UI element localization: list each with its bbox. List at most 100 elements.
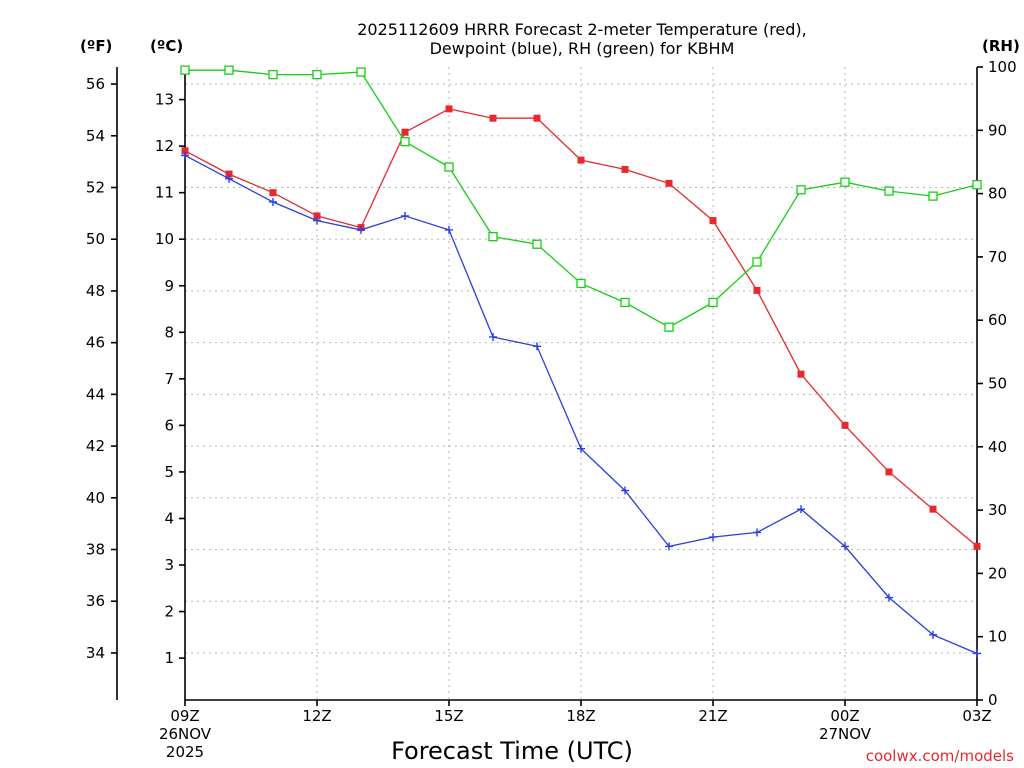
2-meter-temperature-point: [709, 217, 717, 225]
rh-tick-label: 20: [988, 564, 1007, 582]
celsius-tick-label: 4: [164, 509, 174, 527]
relative-humidity-point: [312, 69, 322, 80]
2-meter-temperature-point: [929, 505, 937, 513]
rh-tick-label: 100: [988, 58, 1017, 76]
2-meter-temperature-point: [665, 179, 673, 187]
tick-labels: 3436384042444648505254561234567891011121…: [86, 58, 1017, 761]
relative-humidity-point: [884, 186, 894, 196]
rh-axis-header: (RH): [982, 37, 1020, 55]
rh-tick-label: 30: [988, 501, 1007, 519]
rh-tick-label: 0: [988, 691, 998, 709]
dewpoint-point: [929, 630, 937, 639]
time-year-label: 2025: [166, 743, 204, 761]
fahrenheit-tick-label: 50: [86, 230, 105, 248]
2-meter-temperature-point: [797, 370, 805, 378]
rh-tick-label: 10: [988, 628, 1007, 646]
2-meter-temperature-line: [184, 108, 978, 547]
relative-humidity-point: [664, 322, 674, 332]
relative-humidity-point: [224, 65, 234, 75]
celsius-tick-label: 2: [164, 603, 174, 621]
celsius-tick-label: 8: [164, 323, 174, 341]
celsius-tick-label: 5: [164, 463, 174, 481]
dewpoint-point: [621, 486, 629, 495]
2-meter-temperature-point: [445, 105, 453, 113]
2-meter-temperature-point: [577, 156, 585, 164]
celsius-tick-label: 12: [155, 137, 174, 155]
time-date-label: 27NOV: [819, 725, 872, 743]
fahrenheit-axis-header: (ºF): [80, 37, 112, 55]
dewpoint-point: [181, 151, 189, 160]
dewpoint-point: [533, 342, 541, 351]
celsius-tick-label: 9: [164, 277, 174, 295]
credit-label: coolwx.com/models: [866, 747, 1014, 765]
rh-tick-label: 60: [988, 311, 1007, 329]
relative-humidity-point: [752, 257, 762, 267]
dewpoint-point: [225, 174, 233, 183]
relative-humidity-point: [840, 177, 850, 187]
fahrenheit-tick-label: 56: [86, 75, 105, 93]
celsius-axis-header: (ºC): [150, 37, 183, 55]
2-meter-temperature-point: [621, 165, 629, 173]
relative-humidity-point: [532, 239, 542, 249]
time-tick-label: 00Z: [830, 707, 859, 725]
chart-title-line-2: Dewpoint (blue), RH (green) for KBHM: [430, 39, 735, 58]
2-meter-temperature-point: [841, 421, 849, 429]
2-meter-temperature-point: [225, 170, 233, 178]
2-meter-temperature-point: [885, 468, 893, 476]
dewpoint-point: [313, 216, 321, 225]
dewpoint-point: [665, 542, 673, 551]
rh-tick-label: 70: [988, 248, 1007, 266]
celsius-tick-label: 6: [164, 416, 174, 434]
fahrenheit-tick-label: 52: [86, 178, 105, 196]
relative-humidity-line: [185, 69, 978, 328]
time-tick-label: 15Z: [434, 707, 463, 725]
fahrenheit-tick-label: 44: [86, 385, 105, 403]
relative-humidity-point: [796, 185, 806, 195]
relative-humidity-point: [400, 137, 410, 147]
dewpoint-point: [357, 225, 365, 234]
dewpoint-point: [401, 211, 409, 220]
relative-humidity-point: [620, 297, 630, 308]
time-tick-label: 18Z: [566, 707, 595, 725]
relative-humidity-point: [972, 180, 982, 190]
dewpoint-point: [885, 593, 893, 602]
series-lines: [180, 65, 982, 658]
fahrenheit-tick-label: 38: [86, 541, 105, 559]
relative-humidity-point: [576, 278, 586, 289]
relative-humidity-point: [444, 162, 454, 172]
relative-humidity-point: [488, 231, 498, 242]
fahrenheit-tick-label: 34: [86, 644, 105, 662]
rh-tick-label: 40: [988, 438, 1007, 456]
dewpoint-point: [709, 533, 717, 542]
fahrenheit-tick-label: 46: [86, 334, 105, 352]
fahrenheit-tick-label: 36: [86, 592, 105, 610]
2-meter-temperature-point: [401, 128, 409, 136]
relative-humidity-point: [180, 65, 190, 75]
relative-humidity-point: [268, 69, 278, 80]
fahrenheit-tick-label: 40: [86, 489, 105, 507]
2-meter-temperature-point: [753, 286, 761, 294]
dewpoint-point: [577, 444, 585, 453]
fahrenheit-tick-label: 48: [86, 282, 105, 300]
dewpoint-point: [445, 225, 453, 234]
chart-title-line-1: 2025112609 HRRR Forecast 2-meter Tempera…: [357, 20, 807, 39]
rh-tick-label: 90: [988, 121, 1007, 139]
celsius-tick-label: 13: [155, 91, 174, 109]
celsius-tick-label: 10: [155, 230, 174, 248]
dewpoint-point: [797, 505, 805, 514]
dewpoint-point: [841, 542, 849, 551]
rh-tick-label: 50: [988, 375, 1007, 393]
celsius-tick-label: 3: [164, 556, 174, 574]
x-axis-label: Forecast Time (UTC): [391, 737, 633, 765]
axes: [111, 66, 983, 706]
dewpoint-point: [753, 528, 761, 537]
time-tick-label: 03Z: [962, 707, 991, 725]
celsius-tick-label: 11: [155, 184, 174, 202]
celsius-tick-label: 1: [164, 649, 174, 667]
rh-tick-label: 80: [988, 185, 1007, 203]
2-meter-temperature-point: [533, 114, 541, 122]
dewpoint-point: [269, 197, 277, 206]
relative-humidity-point: [356, 67, 366, 77]
fahrenheit-tick-label: 54: [86, 127, 105, 145]
